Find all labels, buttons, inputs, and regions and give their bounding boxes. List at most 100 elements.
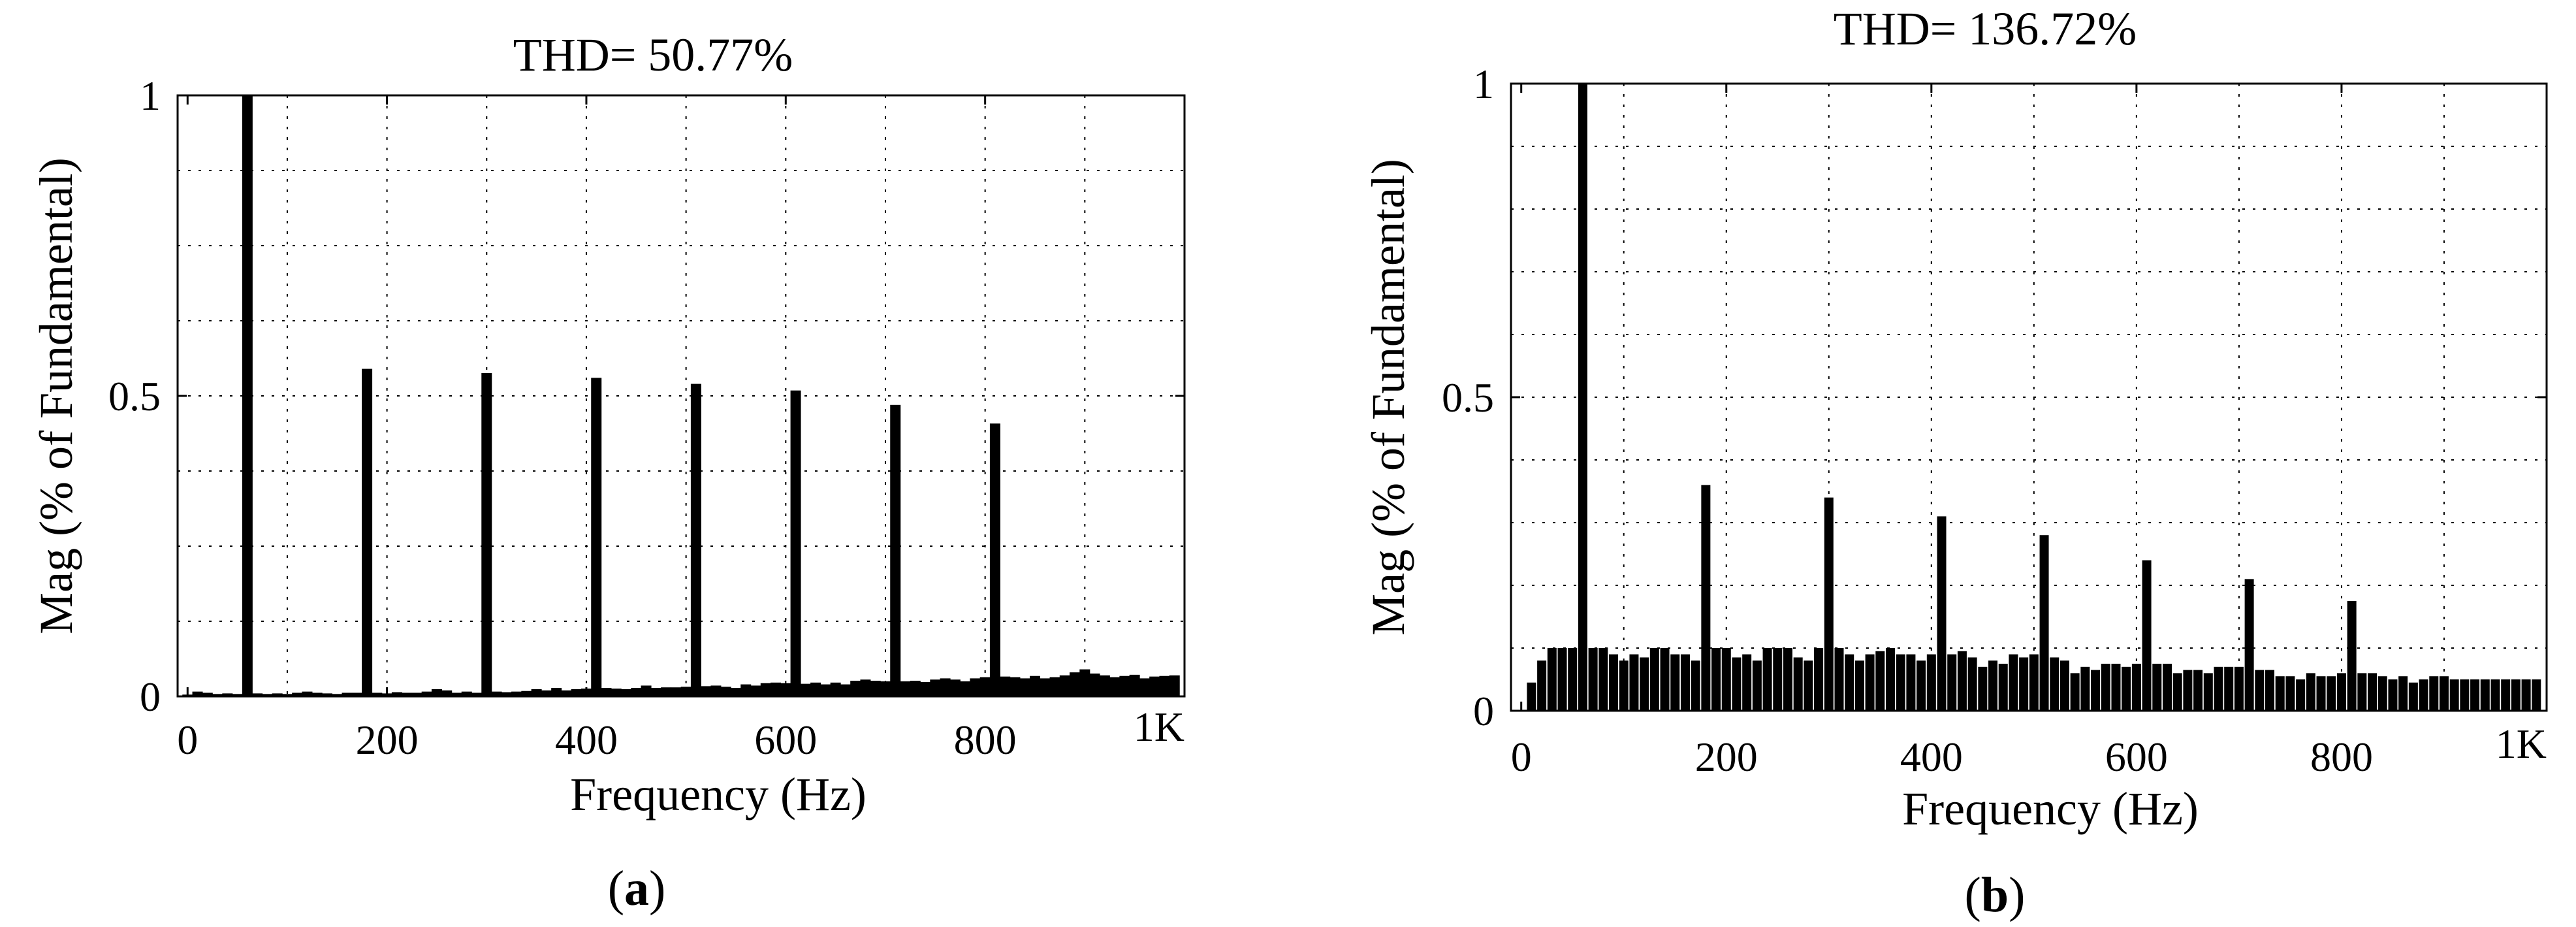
chart-bar — [1804, 660, 1813, 711]
x-tick-label: 200 — [356, 717, 419, 763]
chart-bar — [2347, 601, 2357, 711]
chart-bar — [2398, 676, 2408, 711]
chart-bar — [1079, 669, 1090, 696]
y-ticks-a: 00.51 — [108, 73, 1185, 720]
caption-a: (a) — [608, 861, 666, 916]
chart-bar — [2316, 676, 2326, 711]
chart-bar — [212, 694, 223, 696]
bars-a — [182, 95, 1180, 696]
x-axis-label-a: Frequency (Hz) — [570, 768, 867, 821]
y-ticks-b: 00.51 — [1442, 61, 2547, 734]
chart-bar — [671, 687, 682, 696]
y-tick-label: 0 — [1473, 688, 1494, 734]
chart-bar — [979, 677, 991, 696]
chart-bar — [631, 688, 642, 696]
chart-bar — [501, 692, 512, 696]
chart-bar — [1732, 657, 1741, 711]
x-tick-label: 600 — [2105, 734, 2168, 780]
chart-bar — [1824, 497, 1834, 711]
chart-bar — [1906, 654, 1916, 711]
chart-bar — [441, 690, 453, 696]
chart-panel-a: THD= 50.77% 00.51 0 200 400 600 800 1K Mag (%… — [30, 29, 1186, 916]
x-axis-label-b: Frequency (Hz) — [1902, 783, 2199, 835]
chart-bar — [1537, 660, 1547, 711]
chart-bar — [1000, 676, 1011, 696]
chart-bar — [2521, 679, 2531, 711]
chart-bar — [680, 687, 692, 696]
chart-bar — [2480, 679, 2490, 711]
chart-bar — [2439, 676, 2449, 711]
chart-bar — [1019, 678, 1030, 696]
chart-bar — [2368, 673, 2377, 711]
chart-bar — [232, 694, 243, 696]
chart-bar — [1988, 660, 1998, 711]
chart-bar — [272, 693, 283, 696]
chart-bar — [790, 390, 801, 696]
chart-bar — [1649, 648, 1659, 711]
y-tick-label: 0.5 — [1442, 374, 1494, 421]
chart-bar — [322, 693, 333, 696]
chart-bar — [910, 681, 921, 696]
chart-bar — [2091, 670, 2101, 711]
grid-a — [178, 95, 1185, 696]
chart-bar — [2296, 679, 2306, 711]
chart-title-b: THD= 136.72% — [1834, 3, 2137, 55]
chart-bar — [262, 694, 273, 696]
chart-bar — [281, 694, 293, 696]
x-tick-label: 400 — [1900, 734, 1963, 780]
chart-bar — [311, 692, 323, 696]
chart-bar — [372, 692, 383, 696]
chart-bar — [351, 692, 362, 696]
chart-bar — [1793, 657, 1803, 711]
chart-bar — [970, 678, 981, 696]
chart-bar — [1680, 654, 1690, 711]
chart-bar — [2162, 664, 2172, 711]
chart-bar — [1619, 660, 1629, 711]
chart-bar — [1099, 675, 1110, 696]
chart-bar — [771, 682, 782, 696]
chart-bar — [920, 681, 931, 696]
chart-bar — [740, 684, 752, 696]
chart-bar — [1139, 678, 1150, 696]
chart-bar — [2234, 666, 2244, 711]
chart-bar — [2357, 673, 2367, 711]
chart-bar — [1568, 648, 1578, 711]
chart-bar — [252, 693, 263, 696]
chart-bar — [870, 681, 881, 696]
x-tick-label: 1K — [1134, 704, 1185, 750]
chart-bar — [750, 685, 761, 696]
chart-bar — [471, 692, 483, 696]
chart-bar — [661, 687, 672, 696]
chart-bar — [621, 689, 632, 696]
chart-bar — [2224, 666, 2234, 711]
chart-bar — [1119, 675, 1130, 696]
y-axis-label-a: Mag (% of Fundamental) — [30, 157, 82, 634]
chart-bar — [830, 682, 841, 696]
chart-bar — [650, 688, 661, 696]
chart-bar — [2377, 676, 2387, 711]
chart-bar — [541, 690, 552, 696]
chart-bar — [730, 688, 741, 696]
chart-bar — [2172, 673, 2182, 711]
chart-bar — [1752, 660, 1762, 711]
chart-bar — [2511, 679, 2520, 711]
y-axis-label-b: Mag (% of Fundamental) — [1362, 159, 1414, 636]
x-tick-label: 1K — [2496, 721, 2547, 767]
chart-bar — [1629, 654, 1639, 711]
chart-bar — [2285, 676, 2295, 711]
chart-bar — [551, 688, 562, 696]
chart-bar — [2142, 560, 2152, 711]
chart-bar — [1578, 84, 1587, 711]
chart-bar — [820, 684, 831, 696]
caption-b: (b) — [1965, 868, 2026, 922]
chart-bar — [641, 685, 652, 696]
chart-bar — [1598, 648, 1608, 711]
chart-bar — [611, 689, 622, 696]
chart-bar — [1701, 485, 1711, 711]
chart-bar — [2131, 664, 2141, 711]
chart-bar — [521, 691, 532, 696]
chart-bar — [2039, 535, 2049, 711]
chart-bar — [1670, 654, 1680, 711]
chart-bar — [1834, 648, 1844, 711]
chart-bar — [2203, 673, 2213, 711]
